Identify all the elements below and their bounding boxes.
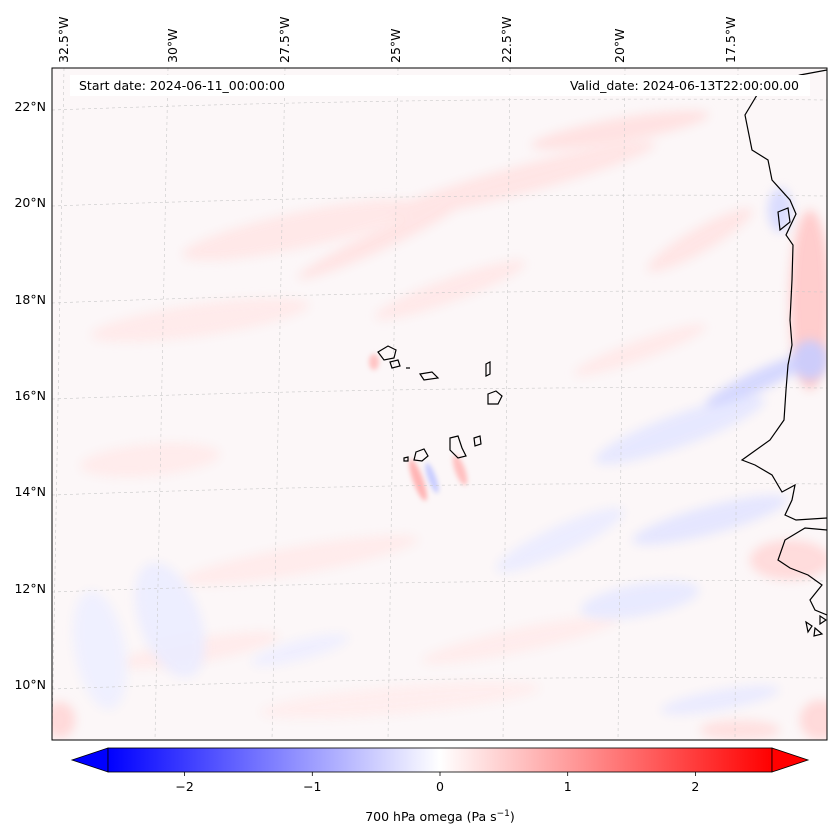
lon-label-30w: 30°W	[165, 28, 180, 63]
lon-label-25w: 25°W	[388, 28, 403, 63]
santiago-island	[449, 435, 467, 459]
start-date-label: Start date: 2024-06-11_00:00:00	[79, 78, 285, 93]
lat-label-12n: 12°N	[14, 581, 46, 596]
colorbar-tick-label: 0	[436, 779, 444, 794]
lat-label-18n: 18°N	[14, 292, 46, 307]
brava-island	[403, 456, 409, 462]
map-panel: Start date: 2024-06-11_00:00:00 Valid_da…	[52, 68, 827, 740]
lon-label-32-5w: 32.5°W	[56, 17, 71, 63]
colorbar-tick-label: −2	[175, 779, 193, 794]
colorbar-gradient	[108, 748, 772, 772]
colorbar-tick-label: −1	[303, 779, 321, 794]
fogo-island	[413, 448, 429, 462]
sao-nicolau-island	[418, 371, 440, 381]
sao-vicente-island	[389, 359, 401, 369]
sal-island	[485, 361, 491, 377]
lon-label-20w: 20°W	[612, 28, 627, 63]
colorbar-extend-low	[70, 747, 109, 773]
colorbar-tick-label: 1	[564, 779, 572, 794]
lon-label-27-5w: 27.5°W	[277, 17, 292, 63]
map-frame	[51, 67, 828, 741]
bijagos-islands-path	[805, 614, 827, 637]
lat-label-16n: 16°N	[14, 388, 46, 403]
colorbar-title-exponent: −1	[497, 809, 510, 819]
colorbar-ticks: −2 −1 0 1 2	[175, 772, 699, 794]
african-coast-path	[740, 69, 827, 521]
lon-label-17-5w: 17.5°W	[723, 17, 738, 63]
colorbar-tick-label: 2	[691, 779, 699, 794]
colorbar-title-main: 700 hPa omega (Pa s	[365, 809, 496, 824]
colorbar-extend-high	[771, 747, 810, 773]
coastline	[377, 69, 827, 637]
longitude-labels: 32.5°W 30°W 27.5°W 25°W 22.5°W 20°W 17.5…	[56, 17, 738, 63]
lat-label-10n: 10°N	[14, 677, 46, 692]
banc-arguin-island-path	[777, 207, 791, 232]
colorbar-title-close: )	[510, 809, 515, 824]
info-bar: Start date: 2024-06-11_00:00:00 Valid_da…	[70, 75, 810, 96]
colorbar-title: 700 hPa omega (Pa s−1)	[365, 809, 515, 824]
maio-island	[473, 435, 482, 447]
omega-field	[52, 110, 827, 740]
lat-label-20n: 20°N	[14, 195, 46, 210]
lon-label-22-5w: 22.5°W	[499, 17, 514, 63]
latitude-labels: 22°N 20°N 18°N 16°N 14°N 12°N 10°N	[14, 99, 46, 692]
guinea-bissau-coast-path	[777, 527, 827, 616]
valid-date-label: Valid_date: 2024-06-13T22:00:00.00	[570, 78, 799, 93]
graticule	[52, 68, 827, 740]
santo-antao-island	[377, 345, 397, 361]
boa-vista-island	[487, 390, 503, 405]
lat-label-14n: 14°N	[14, 484, 46, 499]
lat-label-22n: 22°N	[14, 99, 46, 114]
colorbar: −2 −1 0 1 2 700 hPa omega (Pa s−1)	[70, 747, 810, 824]
